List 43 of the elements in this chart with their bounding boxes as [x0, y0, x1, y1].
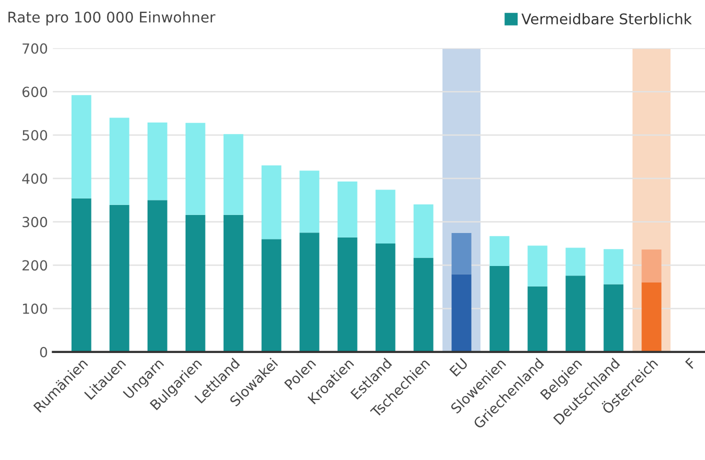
bar — [186, 214, 206, 352]
bar — [300, 170, 320, 233]
bar — [376, 243, 396, 352]
bar — [376, 190, 396, 244]
bar — [566, 248, 586, 276]
bar — [110, 204, 130, 352]
bar — [604, 284, 624, 352]
bar — [528, 246, 548, 286]
bar — [110, 118, 130, 205]
legend-label: Vermeidbare Sterblichk — [521, 13, 692, 24]
bar — [490, 236, 510, 266]
bar — [148, 122, 168, 200]
y-tick-label: 400 — [22, 173, 48, 184]
y-tick-label: 600 — [22, 86, 48, 98]
bar — [262, 239, 282, 352]
bar — [186, 122, 206, 215]
bar — [642, 282, 662, 352]
bar — [148, 200, 168, 352]
y-tick-label: 100 — [23, 303, 48, 314]
y-tick-label: 0 — [40, 346, 48, 358]
bar — [452, 274, 472, 352]
bar — [566, 276, 586, 352]
bar — [414, 258, 434, 352]
bar — [490, 266, 510, 352]
y-tick-label: 500 — [22, 130, 48, 141]
bar — [642, 250, 662, 283]
bar — [528, 286, 548, 352]
bar — [72, 95, 92, 198]
y-axis-title: Rate pro 100 000 Einwohner — [8, 11, 216, 26]
x-tick-label: F — [685, 358, 696, 369]
bar — [338, 181, 358, 238]
y-tick-label: 700 — [22, 43, 48, 54]
bar — [224, 134, 244, 215]
bar — [224, 214, 244, 352]
bar — [300, 232, 320, 352]
bar — [72, 198, 92, 352]
y-tick-label: 200 — [22, 260, 48, 271]
y-tick-label: 300 — [22, 216, 48, 228]
bar — [452, 233, 472, 274]
bar — [338, 237, 358, 352]
bar — [604, 249, 624, 284]
bar — [414, 204, 434, 258]
bar — [262, 165, 282, 240]
